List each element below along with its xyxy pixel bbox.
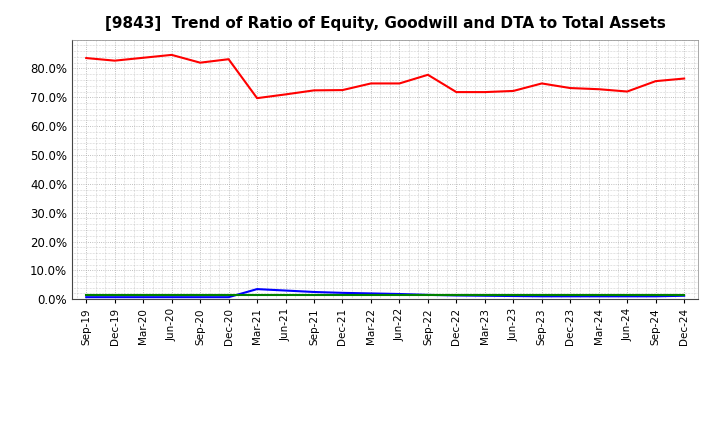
- Goodwill: [196, 294, 204, 300]
- Deferred Tax Assets: [423, 293, 432, 298]
- Deferred Tax Assets: [225, 293, 233, 298]
- Goodwill: [139, 294, 148, 300]
- Equity: [537, 81, 546, 86]
- Goodwill: [366, 291, 375, 296]
- Goodwill: [480, 293, 489, 298]
- Goodwill: [167, 294, 176, 300]
- Equity: [139, 55, 148, 60]
- Goodwill: [680, 293, 688, 298]
- Deferred Tax Assets: [139, 293, 148, 298]
- Goodwill: [537, 293, 546, 299]
- Goodwill: [253, 286, 261, 292]
- Equity: [395, 81, 404, 86]
- Goodwill: [566, 293, 575, 299]
- Equity: [225, 57, 233, 62]
- Equity: [509, 88, 518, 94]
- Equity: [566, 85, 575, 91]
- Equity: [282, 92, 290, 97]
- Goodwill: [310, 290, 318, 295]
- Deferred Tax Assets: [595, 293, 603, 298]
- Equity: [253, 95, 261, 101]
- Goodwill: [82, 294, 91, 300]
- Equity: [652, 78, 660, 84]
- Equity: [338, 88, 347, 93]
- Deferred Tax Assets: [623, 293, 631, 298]
- Deferred Tax Assets: [253, 293, 261, 298]
- Equity: [623, 89, 631, 94]
- Equity: [310, 88, 318, 93]
- Equity: [196, 60, 204, 65]
- Goodwill: [423, 292, 432, 297]
- Title: [9843]  Trend of Ratio of Equity, Goodwill and DTA to Total Assets: [9843] Trend of Ratio of Equity, Goodwil…: [105, 16, 665, 32]
- Deferred Tax Assets: [167, 293, 176, 298]
- Goodwill: [595, 293, 603, 299]
- Line: Goodwill: Goodwill: [86, 289, 684, 297]
- Goodwill: [395, 291, 404, 297]
- Deferred Tax Assets: [509, 293, 518, 298]
- Goodwill: [652, 293, 660, 299]
- Equity: [595, 87, 603, 92]
- Deferred Tax Assets: [652, 293, 660, 298]
- Deferred Tax Assets: [82, 293, 91, 298]
- Equity: [480, 89, 489, 95]
- Deferred Tax Assets: [566, 293, 575, 298]
- Goodwill: [110, 294, 119, 300]
- Equity: [452, 89, 461, 95]
- Equity: [82, 55, 91, 61]
- Goodwill: [509, 293, 518, 299]
- Deferred Tax Assets: [110, 293, 119, 298]
- Deferred Tax Assets: [366, 293, 375, 298]
- Deferred Tax Assets: [310, 293, 318, 298]
- Goodwill: [623, 293, 631, 299]
- Line: Equity: Equity: [86, 55, 684, 98]
- Goodwill: [452, 293, 461, 298]
- Deferred Tax Assets: [196, 293, 204, 298]
- Deferred Tax Assets: [480, 293, 489, 298]
- Goodwill: [282, 288, 290, 293]
- Deferred Tax Assets: [282, 293, 290, 298]
- Goodwill: [225, 294, 233, 300]
- Equity: [680, 76, 688, 81]
- Equity: [167, 52, 176, 58]
- Goodwill: [338, 290, 347, 296]
- Equity: [110, 58, 119, 63]
- Deferred Tax Assets: [537, 293, 546, 298]
- Deferred Tax Assets: [680, 293, 688, 298]
- Deferred Tax Assets: [452, 293, 461, 298]
- Deferred Tax Assets: [338, 293, 347, 298]
- Equity: [366, 81, 375, 86]
- Equity: [423, 72, 432, 77]
- Deferred Tax Assets: [395, 293, 404, 298]
